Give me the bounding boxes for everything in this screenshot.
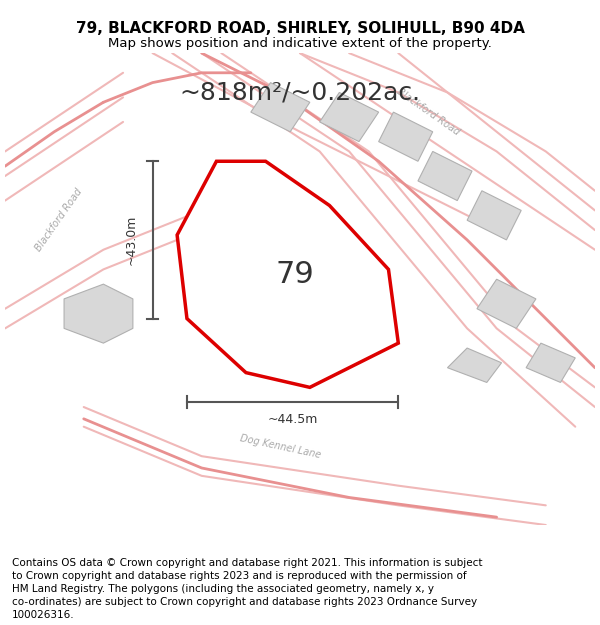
Text: 79, BLACKFORD ROAD, SHIRLEY, SOLIHULL, B90 4DA: 79, BLACKFORD ROAD, SHIRLEY, SOLIHULL, B… xyxy=(76,21,524,36)
Polygon shape xyxy=(251,82,310,132)
Polygon shape xyxy=(64,284,133,343)
Text: Blackford Road: Blackford Road xyxy=(395,87,461,138)
Polygon shape xyxy=(271,206,340,264)
Text: ~818m²/~0.202ac.: ~818m²/~0.202ac. xyxy=(179,81,421,104)
Text: ~43.0m: ~43.0m xyxy=(125,215,138,265)
Text: Blackford Road: Blackford Road xyxy=(34,187,85,254)
Polygon shape xyxy=(418,151,472,201)
Polygon shape xyxy=(177,161,398,388)
Polygon shape xyxy=(320,92,379,142)
Text: 79: 79 xyxy=(276,260,314,289)
Polygon shape xyxy=(379,112,433,161)
Text: Map shows position and indicative extent of the property.: Map shows position and indicative extent… xyxy=(108,38,492,50)
Text: Contains OS data © Crown copyright and database right 2021. This information is : Contains OS data © Crown copyright and d… xyxy=(12,558,482,620)
Polygon shape xyxy=(467,191,521,240)
Polygon shape xyxy=(526,343,575,382)
Polygon shape xyxy=(448,348,502,382)
Polygon shape xyxy=(477,279,536,328)
Text: ~44.5m: ~44.5m xyxy=(268,413,318,426)
Text: Dog Kennel Lane: Dog Kennel Lane xyxy=(239,433,322,460)
